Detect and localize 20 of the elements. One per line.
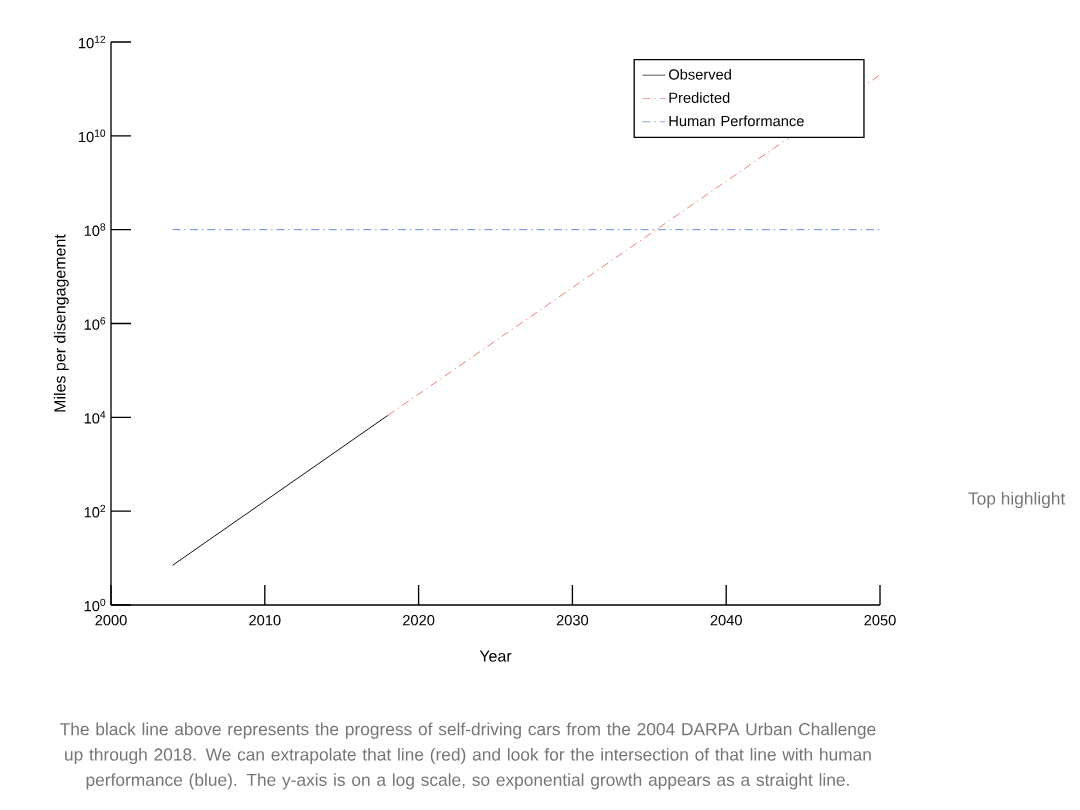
- x-tick-label: 2000: [95, 615, 127, 626]
- x-tick-label: 2030: [556, 615, 589, 626]
- y-tick-label: 10$^{8}$: [84, 223, 106, 236]
- x-axis-title: Year: [479, 650, 512, 662]
- x-tick-label: 2010: [249, 615, 281, 626]
- x-tick-label: 2040: [710, 615, 742, 626]
- y-tick-label: 10$^{10}$: [79, 129, 106, 143]
- x-tick-label: 2020: [403, 615, 435, 626]
- text: The black line above represents the progress of self-driving cars from the 2004 DARPA Urban Challenge up through 2018. We can extrapolate that line (red) and look for the intersection of that line with human performance (blue). The y-axis is on a log scale, so exponential growth appears as a straight line.: [60, 722, 876, 790]
- legend-label: Predicted: [669, 92, 730, 103]
- y-tick-label: 10$^{4}$: [84, 411, 106, 424]
- x-tick-label: 2050: [864, 615, 896, 626]
- y-tick-label: 10$^{6}$: [84, 317, 106, 330]
- legend-label: Observed: [668, 68, 731, 80]
- legend-label: Human Performance: [669, 115, 804, 127]
- y-tick-label: 10$^{0}$: [84, 598, 106, 612]
- y-tick-label: 10$^{2}$: [84, 504, 106, 518]
- y-axis-title: Miles per disengagement: [53, 234, 69, 412]
- text: Top highlight: [968, 491, 1066, 509]
- y-tick-label: 10$^{12}$: [79, 35, 106, 49]
